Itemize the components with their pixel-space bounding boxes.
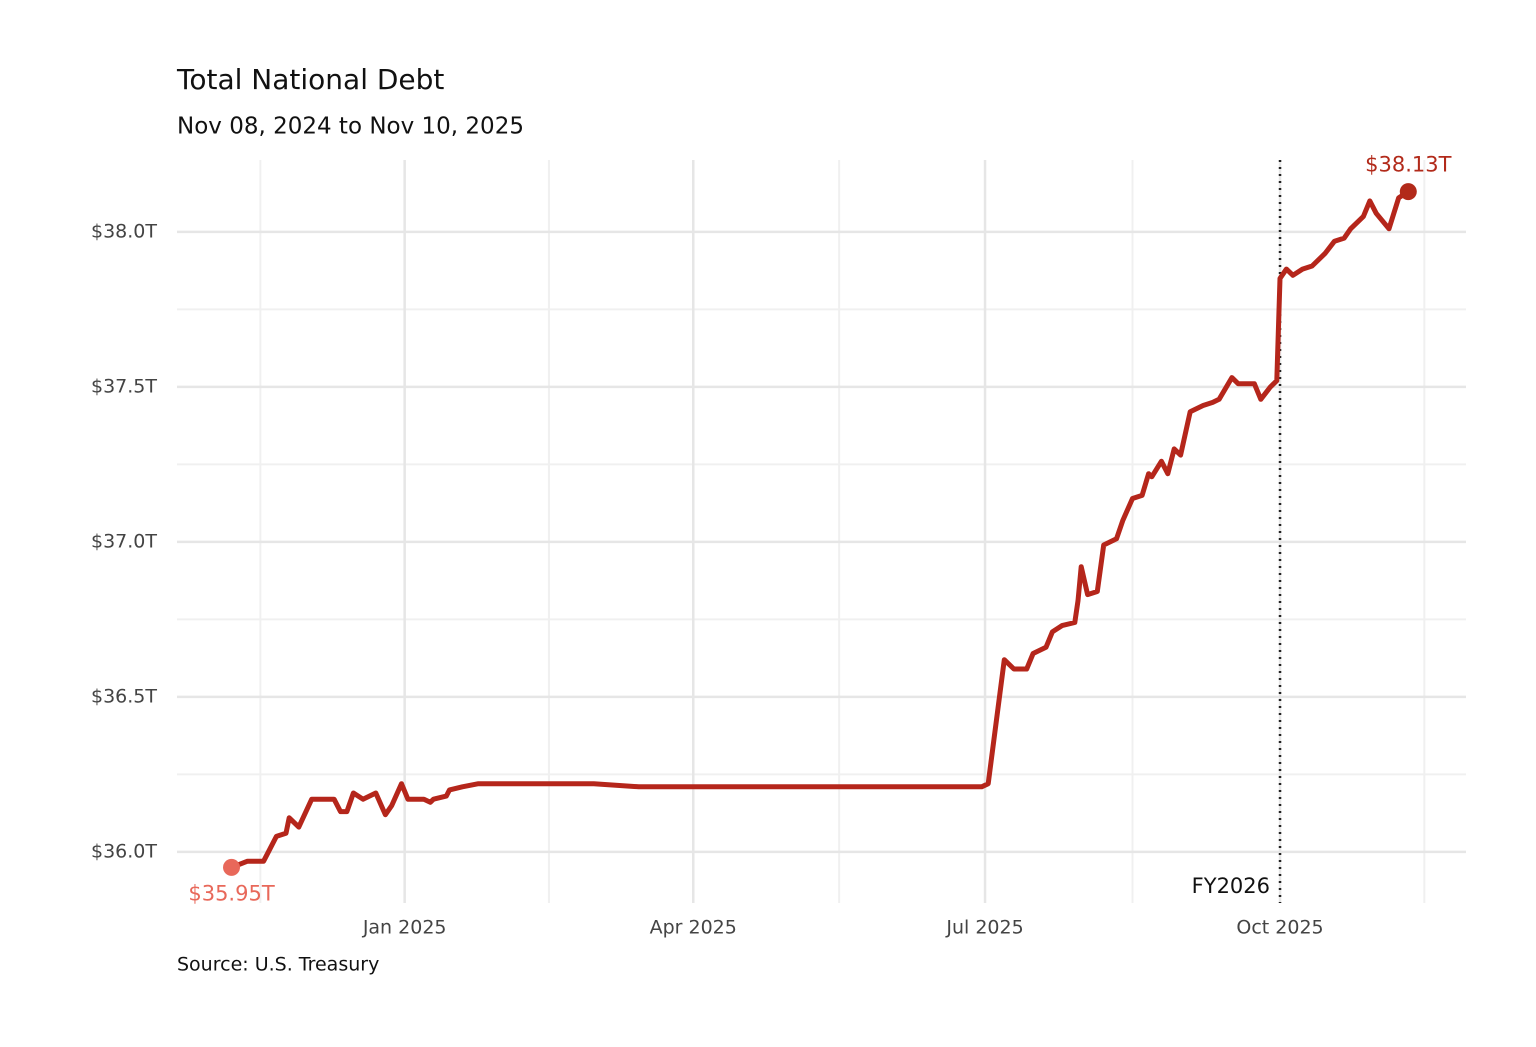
- y-tick-label: $36.5T: [91, 685, 157, 707]
- end-marker: [1399, 183, 1417, 201]
- y-tick-label: $37.0T: [91, 530, 157, 552]
- reference-label: FY2026: [1192, 874, 1270, 898]
- data-line: [229, 189, 1411, 870]
- value-label: $35.95T: [188, 881, 274, 905]
- y-tick-label: $36.0T: [91, 840, 157, 862]
- start-marker: [223, 858, 241, 876]
- y-tick-label: $37.5T: [91, 375, 157, 397]
- chart-subtitle: Nov 08, 2024 to Nov 10, 2025: [177, 114, 524, 140]
- x-tick-label: Jan 2025: [362, 917, 447, 939]
- x-tick-label: Apr 2025: [650, 917, 737, 939]
- y-tick-label: $38.0T: [91, 220, 157, 242]
- x-tick-label: Jul 2025: [945, 917, 1023, 939]
- source-note: Source: U.S. Treasury: [177, 954, 379, 976]
- chart-title: Total National Debt: [176, 63, 444, 96]
- value-label: $38.13T: [1365, 153, 1451, 177]
- x-tick-label: Oct 2025: [1236, 917, 1323, 939]
